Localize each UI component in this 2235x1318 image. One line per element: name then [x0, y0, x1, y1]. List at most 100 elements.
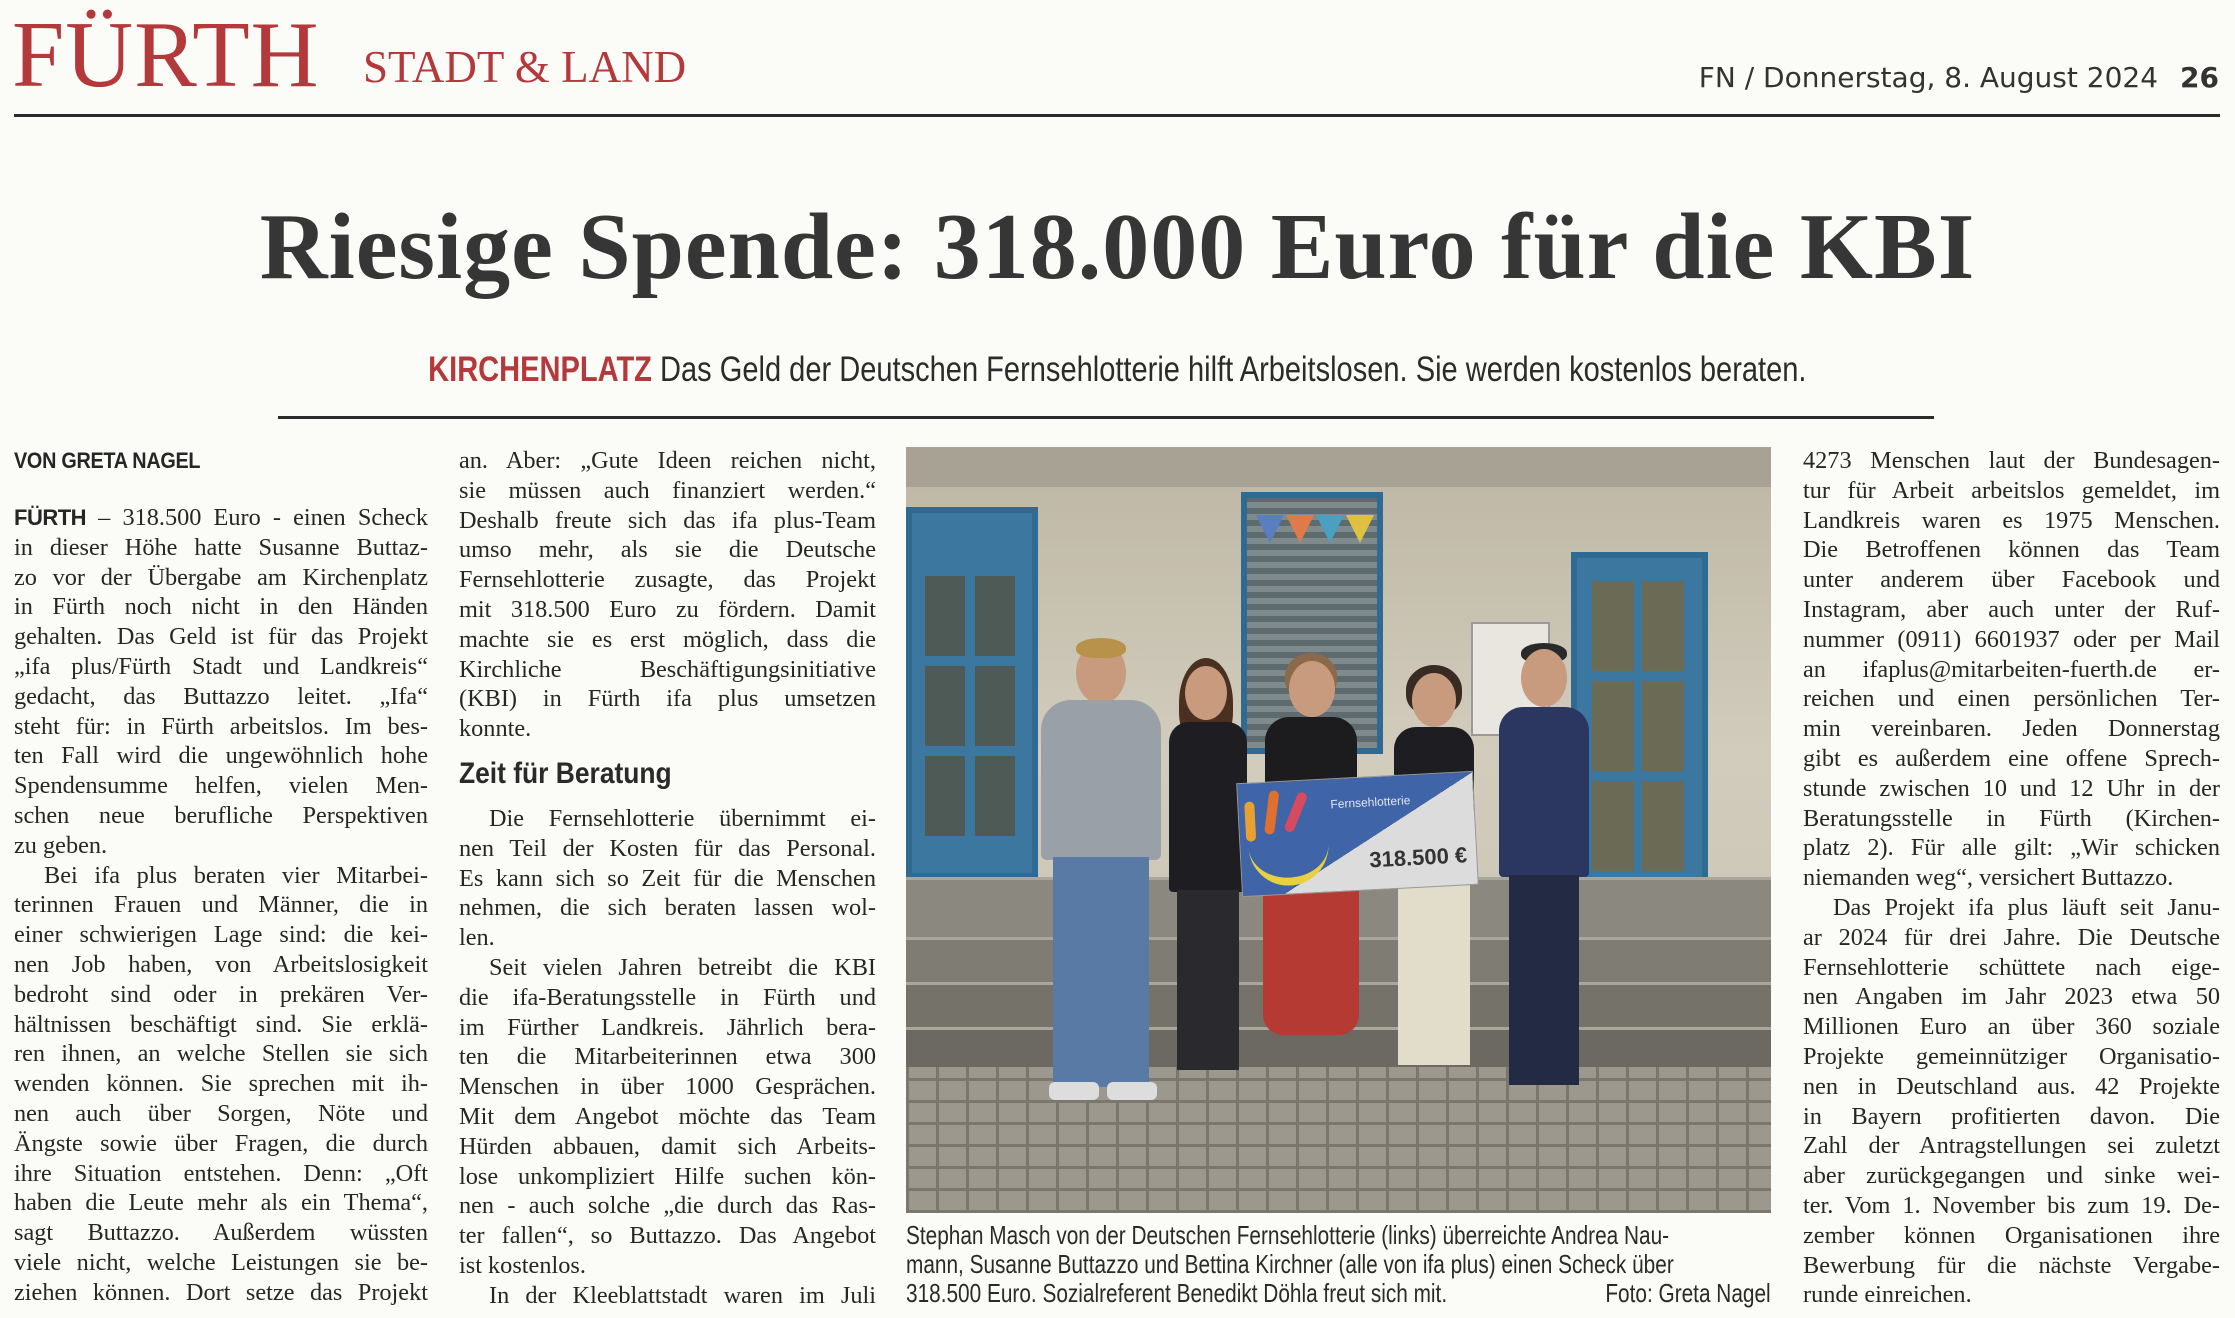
left-door	[906, 507, 1038, 879]
check-amount: 318.500 €	[1368, 842, 1468, 873]
text-line-body: – 318.500 Euro - einen Scheck	[86, 504, 428, 531]
text-line: an. Aber: „Gute Ideen reichen nicht,	[459, 447, 876, 474]
text-line: hältnissen beschäftigt sind. Sie erklä-	[14, 1010, 428, 1038]
text-line: umso mehr, als sie die Deutsche	[459, 536, 876, 564]
text-line: min vereinbaren. Jeden Donnerstag	[1803, 715, 2220, 743]
text-line: zo vor der Übergabe am Kirchenplatz	[14, 563, 428, 591]
hand-logo-icon	[1244, 801, 1257, 842]
text-line: nen Teil der Kosten für das Personal.	[459, 834, 876, 862]
text-line: stunde zwischen 10 und 12 Uhr in der	[1803, 774, 2220, 802]
text-line: Hürden abbauen, damit sich Arbeits-	[459, 1132, 876, 1160]
caption-line: 318.500 Euro. Sozialreferent Benedikt Dö…	[906, 1278, 1448, 1308]
text-line: Das Projekt ifa plus läuft seit Janu-	[1833, 893, 2220, 921]
text-line: in dieser Höhe hatte Susanne Buttaz-	[14, 533, 428, 561]
text-line: ten die Mitarbeiterinnen etwa 300	[459, 1043, 876, 1071]
text-line: schen neue berufliche Perspektiven	[14, 801, 428, 829]
text-line: wenden können. Sie sprechen mit ih-	[14, 1070, 428, 1098]
text-line: viele nicht, welche Leistungen sie be-	[14, 1248, 428, 1276]
text-line: lose unkompliziert Hilfe suchen kön-	[459, 1162, 876, 1190]
text-line: reichen und einen persönlichen Ter-	[1803, 685, 2220, 713]
text-line: konnte.	[459, 715, 532, 743]
text-line: runde einreichen.	[1803, 1281, 1972, 1309]
text-line: (KBI) in Fürth ifa plus umsetzen	[459, 685, 876, 713]
text-line: terinnen Frauen und Männer, die in	[14, 891, 428, 919]
text-line: mit 318.500 Euro zu fördern. Damit	[459, 595, 876, 623]
text-line: ist kostenlos.	[459, 1251, 586, 1279]
text-line: nen - auch solche „die durch das Ras-	[459, 1192, 876, 1220]
text-line: nummer (0911) 6601937 oder per Mail	[1803, 625, 2220, 653]
author-byline: VON GRETA NAGEL	[14, 448, 201, 473]
person-stephan-masch	[1031, 638, 1171, 1122]
text-line: haben die Leute mehr als ein Thema“,	[14, 1189, 428, 1217]
masthead-subtitle: STADT & LAND	[363, 42, 687, 92]
issue-date: FN / Donnerstag, 8. August 2024	[1698, 61, 2159, 94]
page-number: 26	[2180, 61, 2219, 94]
text-line: nen in Deutschland aus. 42 Projekte	[1803, 1072, 2220, 1100]
text-line: nen auch über Sorgen, Nöte und	[14, 1099, 428, 1127]
text-line: im Fürther Landkreis. Jährlich bera-	[459, 1013, 876, 1041]
text-line: Mit dem Angebot möchte das Team	[459, 1102, 876, 1130]
text-line: in Bayern profitierten davon. Die	[1803, 1102, 2220, 1130]
text-line: unter anderem über Facebook und	[1803, 566, 2220, 594]
text-line: aber zurückgegangen und sinke wei-	[1803, 1162, 2220, 1190]
text-line: Landkreis waren es 1975 Menschen.	[1803, 506, 2220, 534]
text-line: Millionen Euro an über 360 soziale	[1803, 1013, 2220, 1041]
text-line: zember können Organisationen ihre	[1803, 1221, 2220, 1249]
person-benedikt-doehla	[1491, 643, 1596, 1117]
article-headline: Riesige Spende: 318.000 Euro für die KBI	[259, 195, 1976, 299]
article-photo: Fernsehlotterie 318.500 €	[906, 447, 1771, 1213]
text-line: an ifaplus@mitarbeiten-fuerth.de er-	[1803, 655, 2220, 683]
text-line: Es kann sich so Zeit für die Menschen	[459, 864, 876, 892]
text-line: Zahl der Antragstellungen sei zuletzt	[1803, 1132, 2220, 1160]
text-line: Fernsehlotterie schüttete nach eige-	[1803, 953, 2220, 981]
bunting	[1256, 515, 1284, 543]
text-line: ter. Vom 1. November bis zum 19. De-	[1803, 1191, 2220, 1219]
text-line: die ifa-Beratungsstelle in Fürth und	[459, 983, 876, 1011]
text-line: 4273 Menschen laut der Bundesagen-	[1803, 447, 2220, 474]
text-line: einer schwierigen Lage sind: die kei-	[14, 921, 428, 949]
text-line: Kirchliche Beschäftigungsinitiative	[459, 655, 876, 683]
text-line: Beratungsstelle in Fürth (Kirchen-	[1803, 804, 2220, 832]
text-line: sagt Buttazzo. Außerdem wüssten	[14, 1219, 428, 1247]
masthead-title: FÜRTH	[12, 3, 320, 107]
text-line: machte sie es erst möglich, dass die	[459, 625, 876, 653]
text-line: In der Kleeblattstadt waren im Juli	[489, 1281, 876, 1309]
caption-line: mann, Susanne Buttazzo und Bettina Kirch…	[906, 1249, 1674, 1279]
kicker: KIRCHENPLATZ	[428, 350, 653, 389]
building-top	[906, 447, 1771, 487]
text-line: len.	[459, 924, 495, 952]
text-line: ihre Situation entstehen. Denn: „Oft	[14, 1159, 428, 1187]
text-line: Menschen in über 1000 Gesprächen.	[459, 1073, 876, 1101]
text-line: ren ihnen, an welche Stellen sie sich	[14, 1040, 428, 1068]
photo-credit: Foto: Greta Nagel	[1605, 1278, 1771, 1308]
text-line: Ängste sowie über Fragen, die durch	[14, 1129, 428, 1157]
text-line: Deshalb freute sich das ifa plus-Team	[459, 506, 876, 534]
text-line: Bewerbung für die nächste Vergabe-	[1803, 1251, 2220, 1279]
text-line: Instagram, aber auch unter der Ruf-	[1803, 595, 2220, 623]
text-line: ten Fall wird die ungewöhnlich hohe	[14, 742, 428, 770]
text-line: in Fürth noch nicht in den Händen	[14, 593, 428, 621]
article-subhead: KIRCHENPLATZ Das Geld der Deutschen Fern…	[0, 352, 2235, 387]
text-line: nen Job haben, von Arbeitslosigkeit	[14, 950, 428, 978]
text-line: niemanden weg“, versichert Buttazzo.	[1803, 864, 2174, 892]
text-line: gibt es außerdem eine offene Sprech-	[1803, 744, 2220, 772]
article-column-2: an. Aber: „Gute Ideen reichen nicht, sie …	[459, 446, 876, 1311]
masthead-rule	[14, 114, 2220, 117]
check-logo: Fernsehlotterie	[1330, 793, 1411, 812]
text-line: gedacht, das Buttazzo leitet. „Ifa“	[14, 682, 428, 710]
article-column-3: 4273 Menschen laut der Bundesagen-tur fü…	[1803, 446, 2220, 1310]
donation-check: Fernsehlotterie 318.500 €	[1236, 770, 1479, 898]
text-line: Projekte gemeinnütziger Organisatio-	[1803, 1042, 2220, 1070]
text-line: ter fallen“, so Buttazzo. Das Angebot	[459, 1222, 876, 1250]
text-line: Die Fernsehlotterie übernimmt ei-	[489, 804, 876, 832]
person-andrea-naumann	[1161, 658, 1251, 1092]
text-line: Bei ifa plus beraten vier Mitarbei-	[44, 861, 428, 889]
text-line: Seit vielen Jahren betreibt die KBI	[489, 953, 876, 981]
text-line: ar 2024 für drei Jahre. Die Deutsche	[1803, 923, 2220, 951]
text-line: tur für Arbeit arbeitslos gemeldet, im	[1803, 476, 2220, 504]
text-line: FÜRTH – 318.500 Euro - einen Scheck	[14, 503, 428, 533]
text-line: zu geben.	[14, 831, 108, 859]
text-line: bedroht sind oder in prekären Ver-	[14, 980, 428, 1008]
subhead-rule	[278, 416, 1934, 419]
text-line: Die Betroffenen können das Team	[1803, 536, 2220, 564]
